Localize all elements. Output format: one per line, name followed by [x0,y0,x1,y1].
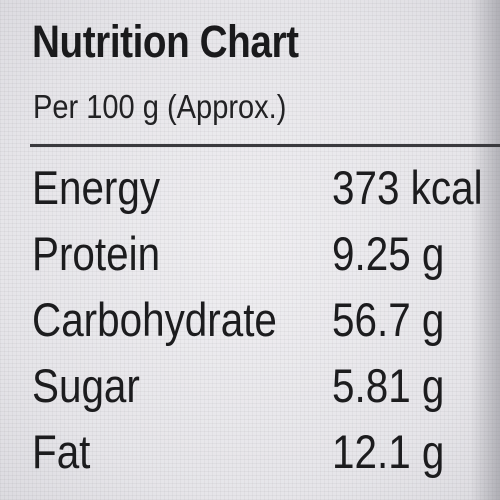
nutrient-label-carbohydrate: Carbohydrate [32,293,277,346]
nutrient-label-energy: Energy [32,161,161,214]
title-divider [30,144,500,147]
nutrient-label-sugar: Sugar [32,359,140,412]
edge-shadow [470,0,500,500]
nutrition-title: Nutrition Chart [32,16,299,67]
nutrient-value-protein: 9.25 g [332,227,445,280]
nutrient-value-energy: 373 kcal [332,161,483,214]
serving-basis: Per 100 g (Approx.) [33,88,287,125]
nutrient-value-sugar: 5.81 g [332,359,445,412]
nutrient-value-carbohydrate: 56.7 g [332,293,445,346]
nutrient-value-fat: 12.1 g [332,425,445,478]
nutrient-label-protein: Protein [32,227,161,280]
nutrient-label-fat: Fat [32,425,91,478]
